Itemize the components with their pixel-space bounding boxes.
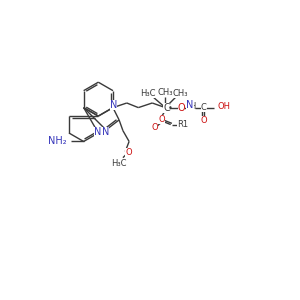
Text: N: N (110, 100, 117, 110)
Text: O: O (158, 116, 165, 124)
Text: R1: R1 (177, 120, 188, 129)
Text: N: N (102, 127, 109, 137)
Text: O: O (178, 103, 185, 112)
Text: CH₃: CH₃ (173, 89, 188, 98)
Text: N: N (94, 127, 101, 137)
Text: C: C (201, 103, 207, 112)
Text: O: O (125, 148, 132, 157)
Text: O: O (200, 116, 207, 125)
Text: H: H (189, 102, 195, 111)
Text: •: • (167, 104, 172, 113)
Text: H₃C: H₃C (111, 159, 127, 168)
Text: NH₂: NH₂ (48, 136, 67, 146)
Text: C: C (164, 103, 170, 112)
Text: N: N (186, 100, 194, 110)
Text: CH₃: CH₃ (158, 88, 173, 97)
Text: H₃C: H₃C (140, 89, 155, 98)
Text: O: O (151, 123, 158, 132)
Text: OH: OH (218, 102, 231, 111)
